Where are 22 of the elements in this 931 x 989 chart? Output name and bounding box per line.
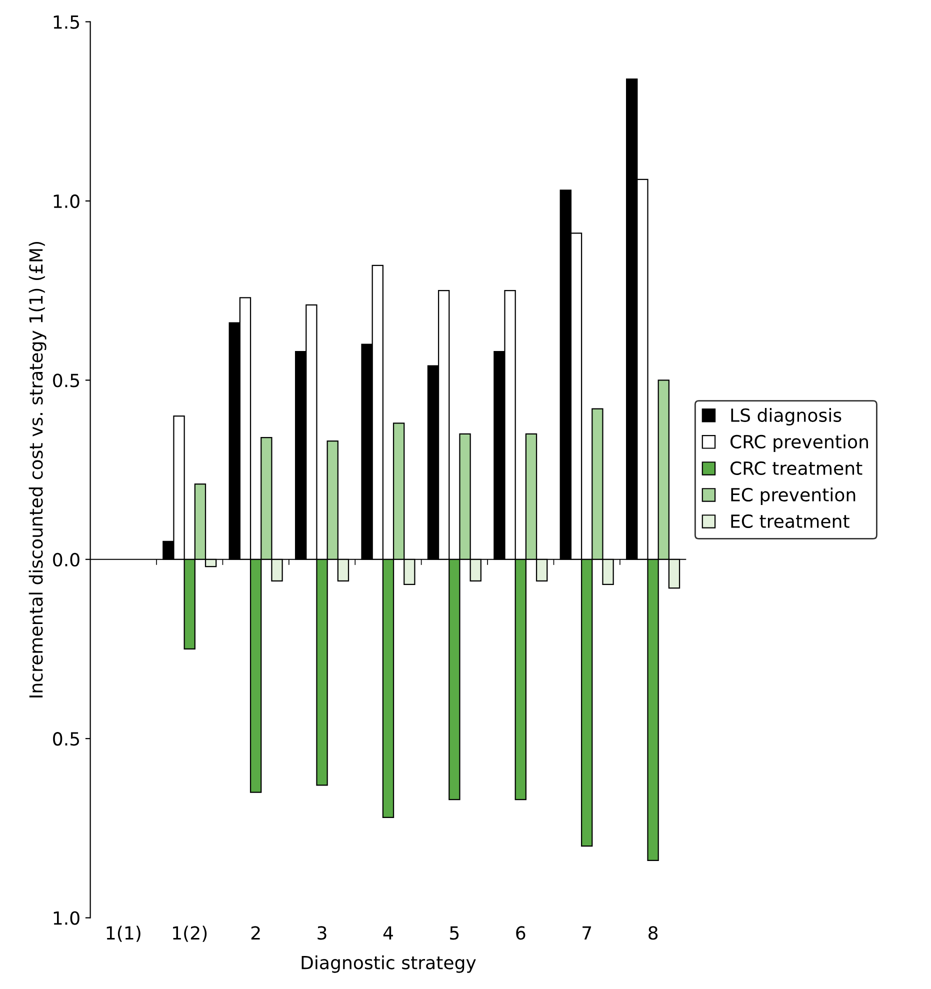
x-tick-label: 5 [450, 926, 459, 940]
x-tick-label: 6 [516, 926, 526, 940]
x-tick-label: 1(2) [173, 926, 207, 942]
legend-label: EC treatment [731, 514, 850, 528]
legend-label: EC prevention [731, 488, 856, 506]
y-tick-label: 1.0 [54, 194, 80, 208]
y-tick-label: 0.0 [53, 552, 80, 566]
y-tick-label: 1.5 [54, 15, 80, 29]
legend-label: CRC treatment [730, 461, 862, 476]
y-tick-label: 0.5 [53, 374, 80, 388]
y-tick-label: 0.5 [53, 732, 80, 746]
y-axis-title: Incremental discounted cost vs. strategy 1(1) (£M) [28, 242, 46, 698]
x-axis-title: Diagnostic strategy [302, 955, 476, 973]
x-tick-label: 7 [582, 926, 592, 940]
legend-label: CRC prevention [730, 434, 868, 452]
x-tick-label: 8 [648, 926, 658, 940]
x-tick-label: 1(1) [106, 926, 140, 942]
x-tick-label: 4 [383, 926, 393, 940]
legend-label: LS diagnosis [731, 408, 842, 426]
y-tick-label: 1.0 [54, 911, 80, 925]
x-tick-label: 2 [251, 926, 260, 940]
x-tick-label: 3 [318, 926, 326, 940]
